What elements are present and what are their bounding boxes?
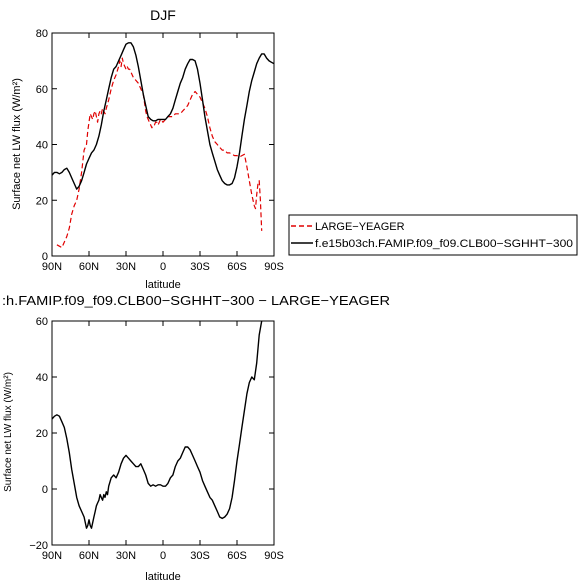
top-y-tick-label: 20 [36, 195, 48, 207]
bottom-x-tick-label: 90N [42, 550, 62, 562]
top-x-tick-label: 30N [116, 261, 136, 273]
top-chart-title: DJF [150, 7, 176, 23]
top-series-line-1 [51, 42, 275, 190]
bottom-y-tick-label: 60 [36, 316, 48, 328]
bottom-x-tick-label: 90S [264, 550, 284, 562]
top-series-group [51, 42, 275, 249]
bottom-x-tick-label: 0 [160, 550, 166, 562]
top-x-tick-label: 60S [227, 261, 247, 273]
top-x-tick-label: 0 [160, 261, 166, 273]
bottom-x-axis-label: latitude [145, 571, 180, 583]
top-x-tick-label: 90S [264, 261, 284, 273]
bottom-x-tick-label: 60S [227, 550, 247, 562]
legend-label-model: f.e15b03ch.FAMIP.f09_f09.CLB00−SGHHT−300 [315, 238, 573, 250]
top-x-tick-label: 30S [190, 261, 210, 273]
top-x-axis-label: latitude [145, 279, 180, 291]
bottom-x-axis: 90N 60N 30N 0 30S 60S 90S [42, 321, 284, 562]
bottom-x-tick-label: 60N [79, 550, 99, 562]
bottom-y-tick-label: 0 [42, 484, 48, 496]
legend-box [288, 214, 578, 256]
bottom-y-axis-label: Surface net LW flux (W/m²) [3, 372, 14, 492]
top-y-tick-label: 80 [36, 28, 48, 40]
top-series-line-0 [56, 57, 263, 249]
bottom-chart-title: :h.FAMIP.f09_f09.CLB00−SGHHT−300 − LARGE… [2, 293, 390, 308]
top-y-axis-label: Surface net LW flux (W/m²) [11, 78, 23, 210]
top-x-tick-label: 90N [42, 261, 62, 273]
bottom-y-tick-label: −20 [29, 540, 48, 552]
bottom-x-tick-label: 30S [190, 550, 210, 562]
top-x-tick-label: 60N [79, 261, 99, 273]
bottom-panel: :h.FAMIP.f09_f09.CLB00−SGHHT−300 − LARGE… [2, 293, 390, 583]
bottom-series-group [51, 320, 263, 529]
top-y-axis: 0 20 40 60 80 [36, 28, 274, 263]
top-y-tick-label: 0 [42, 251, 48, 263]
top-y-tick-label: 60 [36, 84, 48, 96]
legend-label-large-yeager: LARGE−YEAGER [315, 221, 405, 233]
bottom-y-tick-label: 40 [36, 372, 48, 384]
top-x-axis: 90N 60N 30N 0 30S 60S 90S [42, 33, 284, 273]
bottom-y-axis: −20 0 20 40 60 [29, 316, 274, 552]
top-y-tick-label: 40 [36, 140, 48, 152]
bottom-x-tick-label: 30N [116, 550, 136, 562]
bottom-series-line-0 [51, 320, 263, 529]
top-panel: DJF 90N 60N 30N 0 30S 60S 90S 0 20 40 60 80 latitu… [11, 7, 284, 291]
bottom-y-tick-label: 20 [36, 428, 48, 440]
legend: LARGE−YEAGER f.e15b03ch.FAMIP.f09_f09.CL… [288, 214, 578, 256]
